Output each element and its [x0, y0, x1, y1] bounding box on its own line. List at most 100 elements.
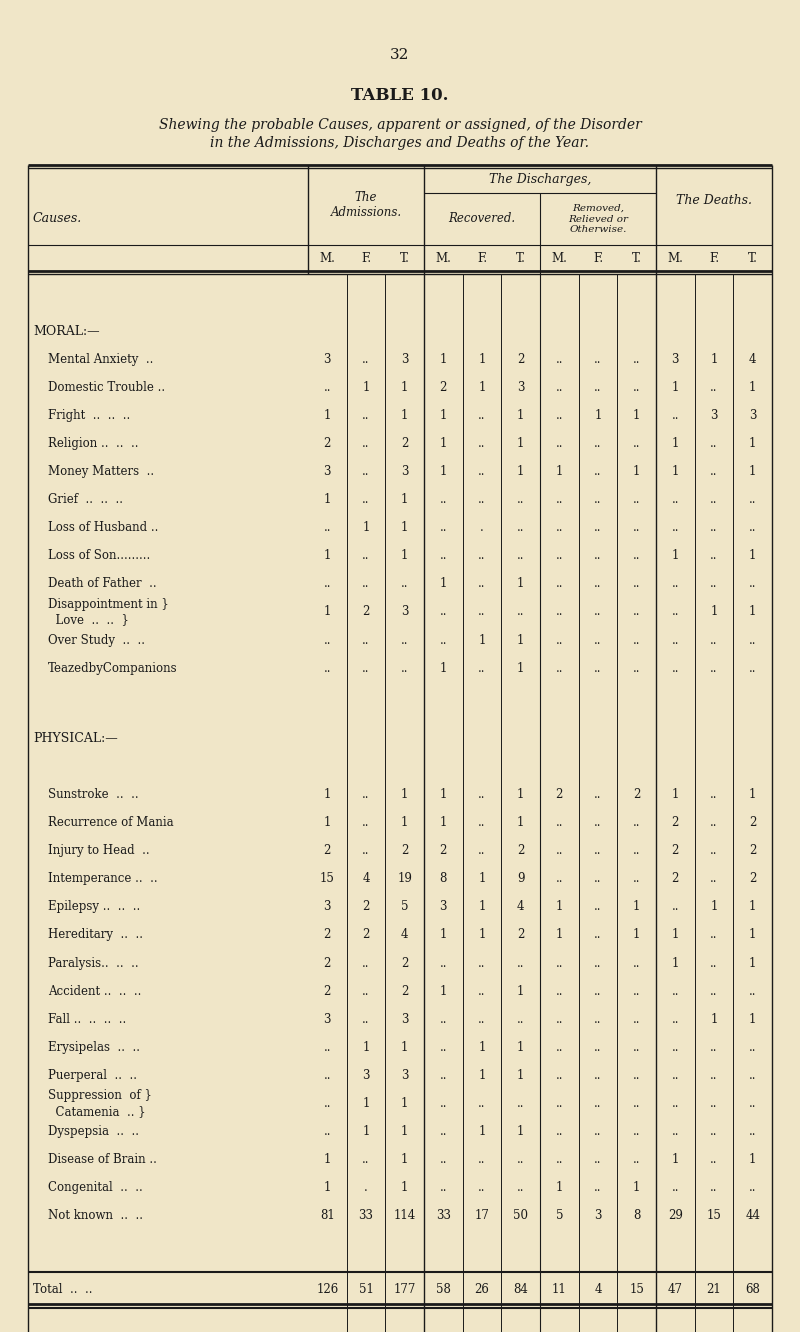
- Text: 1: 1: [749, 900, 756, 914]
- Text: 3: 3: [439, 900, 447, 914]
- Text: ..: ..: [517, 606, 525, 618]
- Text: ..: ..: [555, 606, 563, 618]
- Text: ..: ..: [594, 1068, 602, 1082]
- Text: 1: 1: [672, 465, 679, 478]
- Text: ..: ..: [478, 662, 486, 674]
- Text: ..: ..: [594, 956, 602, 970]
- Text: 2: 2: [556, 789, 563, 801]
- Text: Congenital  ..  ..: Congenital .. ..: [48, 1181, 142, 1195]
- Text: Causes.: Causes.: [33, 212, 82, 225]
- Text: Sunstroke  ..  ..: Sunstroke .. ..: [48, 789, 138, 801]
- Text: 1: 1: [478, 1126, 486, 1138]
- Text: 1: 1: [672, 549, 679, 562]
- Text: 3: 3: [323, 465, 331, 478]
- Text: ..: ..: [439, 1012, 447, 1026]
- Text: ..: ..: [710, 381, 718, 394]
- Text: ..: ..: [362, 577, 370, 590]
- Text: 2: 2: [749, 844, 756, 858]
- Text: Grief  ..  ..  ..: Grief .. .. ..: [48, 493, 123, 506]
- Text: ..: ..: [749, 1098, 757, 1110]
- Text: ..: ..: [323, 1098, 331, 1110]
- Text: .: .: [480, 521, 484, 534]
- Text: 1: 1: [324, 817, 331, 829]
- Text: Love  ..  ..  }: Love .. .. }: [48, 613, 129, 626]
- Text: ..: ..: [555, 409, 563, 422]
- Text: ..: ..: [594, 928, 602, 942]
- Text: ..: ..: [517, 1154, 525, 1166]
- Text: 21: 21: [706, 1284, 722, 1296]
- Text: ..: ..: [633, 549, 641, 562]
- Text: 1: 1: [517, 662, 524, 674]
- Text: 1: 1: [556, 465, 563, 478]
- Text: 1: 1: [672, 437, 679, 450]
- Text: Shewing the probable Causes, apparent or assigned, of the Disorder: Shewing the probable Causes, apparent or…: [158, 119, 642, 132]
- Text: ..: ..: [323, 1126, 331, 1138]
- Text: 4: 4: [362, 872, 370, 886]
- Text: ..: ..: [594, 1040, 602, 1054]
- Text: ..: ..: [671, 1126, 679, 1138]
- Text: 1: 1: [749, 606, 756, 618]
- Text: ..: ..: [749, 1068, 757, 1082]
- Text: 2: 2: [749, 872, 756, 886]
- Text: ..: ..: [594, 817, 602, 829]
- Text: ..: ..: [362, 956, 370, 970]
- Text: ..: ..: [401, 577, 409, 590]
- Text: 1: 1: [710, 606, 718, 618]
- Text: Loss of Son.........: Loss of Son.........: [48, 549, 150, 562]
- Text: ..: ..: [555, 956, 563, 970]
- Text: ..: ..: [478, 1154, 486, 1166]
- Text: ..: ..: [555, 984, 563, 998]
- Text: ..: ..: [555, 1098, 563, 1110]
- Text: ..: ..: [749, 521, 757, 534]
- Text: ..: ..: [710, 1040, 718, 1054]
- Text: 44: 44: [745, 1209, 760, 1223]
- Text: ..: ..: [439, 956, 447, 970]
- Text: 17: 17: [474, 1209, 490, 1223]
- Text: 1: 1: [517, 817, 524, 829]
- Text: ..: ..: [633, 817, 641, 829]
- Text: ..: ..: [478, 606, 486, 618]
- Text: 9: 9: [517, 872, 525, 886]
- Text: 1: 1: [401, 789, 408, 801]
- Text: 1: 1: [749, 465, 756, 478]
- Text: ..: ..: [671, 1098, 679, 1110]
- Text: 8: 8: [633, 1209, 640, 1223]
- Text: ..: ..: [749, 634, 757, 646]
- Text: Dyspepsia  ..  ..: Dyspepsia .. ..: [48, 1126, 139, 1138]
- Text: 1: 1: [749, 549, 756, 562]
- Text: ..: ..: [323, 662, 331, 674]
- Text: 1: 1: [517, 409, 524, 422]
- Text: 32: 32: [390, 48, 410, 63]
- Text: ..: ..: [362, 409, 370, 422]
- Text: ..: ..: [671, 1068, 679, 1082]
- Text: ..: ..: [671, 493, 679, 506]
- Text: 1: 1: [749, 789, 756, 801]
- Text: ..: ..: [555, 872, 563, 886]
- Text: Domestic Trouble ..: Domestic Trouble ..: [48, 381, 165, 394]
- Text: ..: ..: [749, 577, 757, 590]
- Text: 1: 1: [324, 1181, 331, 1195]
- Text: ..: ..: [671, 409, 679, 422]
- Text: Religion ..  ..  ..: Religion .. .. ..: [48, 437, 138, 450]
- Text: 1: 1: [594, 409, 602, 422]
- Text: 1: 1: [672, 1154, 679, 1166]
- Text: T.: T.: [516, 252, 526, 265]
- Text: ..: ..: [594, 606, 602, 618]
- Text: 126: 126: [316, 1284, 338, 1296]
- Text: ..: ..: [594, 1154, 602, 1166]
- Text: ..: ..: [478, 984, 486, 998]
- Text: ..: ..: [633, 606, 641, 618]
- Text: 1: 1: [672, 381, 679, 394]
- Text: ..: ..: [671, 521, 679, 534]
- Text: ..: ..: [517, 956, 525, 970]
- Text: 2: 2: [440, 844, 447, 858]
- Text: ..: ..: [633, 634, 641, 646]
- Text: ..: ..: [633, 662, 641, 674]
- Text: 11: 11: [552, 1284, 566, 1296]
- Text: ..: ..: [362, 353, 370, 366]
- Text: Accident ..  ..  ..: Accident .. .. ..: [48, 984, 142, 998]
- Text: 1: 1: [478, 900, 486, 914]
- Text: ..: ..: [671, 662, 679, 674]
- Text: ..: ..: [478, 1181, 486, 1195]
- Text: 1: 1: [478, 381, 486, 394]
